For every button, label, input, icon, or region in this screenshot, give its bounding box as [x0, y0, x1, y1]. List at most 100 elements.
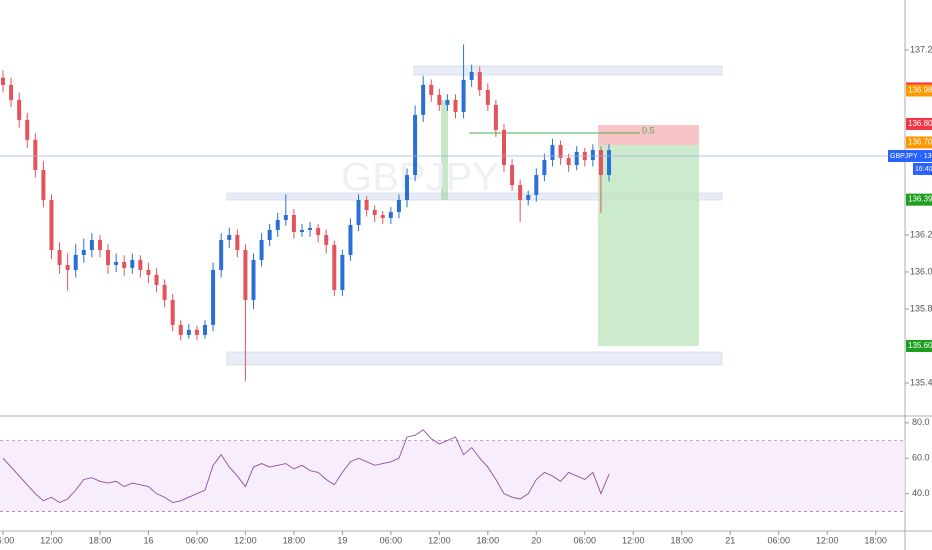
y-tick-label: 136.000 — [910, 266, 932, 276]
resistance-zone — [413, 65, 723, 76]
price-tag — [906, 339, 932, 352]
x-tick-label: 06:00 — [186, 535, 209, 545]
countdown-tag — [913, 162, 932, 175]
candle-body — [598, 150, 603, 176]
candle-body — [154, 274, 159, 285]
candle-body — [421, 84, 426, 115]
candle-body — [607, 150, 612, 176]
x-tick-label: 18:00 — [283, 535, 306, 545]
candle-body — [81, 249, 86, 255]
candle-body — [461, 79, 466, 112]
candle-body — [380, 214, 385, 218]
x-tick-label: 06:00 — [574, 535, 597, 545]
candle-body — [267, 229, 272, 240]
candle-body — [437, 94, 442, 105]
candle-body — [203, 324, 208, 335]
candle-body — [534, 175, 539, 196]
symbol-tag — [888, 149, 932, 162]
candle-body — [348, 224, 353, 255]
candle-body — [405, 175, 410, 201]
x-tick-label: 19 — [337, 535, 347, 545]
x-tick-label: 06:00 — [767, 535, 790, 545]
candle-body — [526, 195, 531, 201]
y-tick-label: 137.200 — [910, 44, 932, 54]
watermark: GBPJPY — [341, 156, 499, 200]
support-zone — [226, 351, 723, 366]
candle-body — [97, 239, 102, 250]
candle-body — [162, 284, 167, 300]
candle-body — [9, 84, 14, 100]
candle-body — [243, 249, 248, 300]
candle-body — [324, 234, 329, 245]
y-tick-label: 135.400 — [910, 377, 932, 387]
candle-body — [566, 158, 571, 166]
candle-body — [291, 214, 296, 233]
candle-body — [477, 71, 482, 90]
candle-body — [590, 150, 595, 161]
x-tick-label: 18:00 — [670, 535, 693, 545]
highlight-bar — [441, 100, 448, 200]
countdown-label: 16:40 — [915, 166, 932, 173]
x-tick-label: 18:00 — [864, 535, 887, 545]
price-tag-label: 135.600 — [908, 341, 932, 350]
candle-body — [413, 114, 418, 176]
y-tick-label: 80.0 — [912, 417, 930, 427]
candle-body — [1, 77, 5, 85]
candle-body — [485, 89, 490, 105]
rsi-band — [0, 440, 905, 512]
candle-body — [106, 249, 111, 265]
x-tick-label: 12:00 — [428, 535, 451, 545]
candle-body — [41, 170, 46, 201]
candle-body — [299, 229, 304, 233]
candle-body — [340, 254, 345, 290]
x-tick-label: 16 — [143, 535, 153, 545]
candle-body — [251, 259, 256, 300]
y-tick-label: 40.0 — [912, 488, 930, 498]
candle-body — [518, 185, 523, 201]
price-tag — [906, 84, 932, 97]
candle-body — [501, 129, 506, 166]
candle-body — [33, 139, 38, 171]
x-tick-label: 20 — [531, 535, 541, 545]
candle-body — [550, 145, 555, 161]
candle-body — [114, 261, 119, 265]
candle-body — [122, 261, 127, 268]
y-tick-label: 136.200 — [910, 229, 932, 239]
candle-body — [558, 145, 563, 159]
candle-body — [356, 200, 361, 225]
y-tick-label: 135.800 — [910, 303, 932, 313]
price-tag-label: 136.700 — [908, 138, 932, 147]
x-tick-label: 12:00 — [622, 535, 645, 545]
x-tick-label: 12:00 — [234, 535, 257, 545]
symbol-tag-label: GBPJPY · 136.627 — [890, 153, 932, 160]
x-tick-label: 18:00 — [477, 535, 500, 545]
candle-body — [25, 119, 30, 140]
candle-body — [364, 200, 369, 210]
support-zone — [226, 192, 723, 201]
candle-body — [65, 264, 70, 270]
candle-body — [130, 259, 135, 268]
x-tick-label: 18:00 — [89, 535, 112, 545]
price-tag — [906, 193, 932, 206]
y-tick-label: 60.0 — [912, 453, 930, 463]
candle-body — [275, 219, 280, 230]
candle-body — [469, 71, 474, 80]
candle-body — [453, 99, 458, 112]
candle-body — [429, 84, 434, 95]
candle-body — [283, 214, 288, 220]
candle-body — [211, 269, 216, 325]
x-tick-label: 06:00 — [380, 535, 403, 545]
candle-body — [170, 299, 175, 325]
candle-body — [574, 151, 579, 166]
x-tick-label: 12:00 — [40, 535, 63, 545]
price-tag-label: 136.981 — [908, 86, 932, 95]
candle-body — [89, 239, 94, 250]
candle-body — [235, 234, 240, 250]
candle-body — [194, 329, 199, 335]
candle-body — [445, 99, 450, 105]
rsi-line — [2, 429, 610, 504]
candle-body — [138, 259, 143, 270]
candle-body — [219, 239, 224, 270]
candle-body — [49, 200, 54, 250]
